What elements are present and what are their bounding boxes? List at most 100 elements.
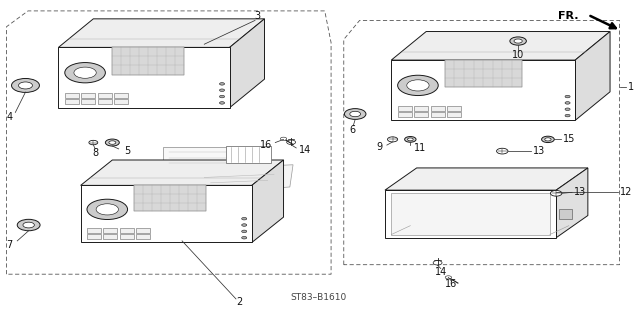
Text: 8: 8: [92, 148, 98, 158]
Bar: [397, 106, 412, 111]
Circle shape: [545, 138, 551, 141]
Bar: [114, 93, 128, 98]
Circle shape: [510, 37, 526, 45]
Circle shape: [241, 230, 247, 233]
Bar: [414, 106, 428, 111]
Text: 9: 9: [376, 142, 382, 152]
Bar: [97, 93, 111, 98]
Bar: [103, 234, 117, 239]
Circle shape: [541, 136, 554, 142]
Circle shape: [220, 89, 225, 92]
Bar: [65, 93, 79, 98]
Circle shape: [87, 199, 127, 220]
Bar: [136, 234, 150, 239]
Circle shape: [220, 102, 225, 104]
Circle shape: [241, 217, 247, 220]
Text: 10: 10: [512, 50, 524, 60]
Bar: [114, 100, 128, 105]
Bar: [120, 234, 134, 239]
Circle shape: [397, 75, 438, 96]
Bar: [414, 112, 428, 117]
Bar: [81, 185, 252, 243]
Circle shape: [565, 108, 570, 110]
Text: 2: 2: [236, 297, 242, 307]
Bar: [97, 100, 111, 105]
Circle shape: [105, 139, 119, 146]
Circle shape: [18, 82, 32, 89]
Text: 4: 4: [6, 112, 13, 122]
Text: FR.: FR.: [558, 11, 578, 21]
Bar: [134, 185, 206, 211]
Text: 14: 14: [434, 267, 447, 277]
Text: ST83–B1610: ST83–B1610: [290, 292, 347, 301]
Bar: [447, 112, 461, 117]
Text: 6: 6: [350, 125, 355, 135]
Circle shape: [287, 140, 296, 144]
Polygon shape: [163, 147, 242, 170]
Bar: [103, 228, 117, 233]
Circle shape: [565, 102, 570, 104]
Polygon shape: [59, 19, 264, 47]
Bar: [391, 60, 575, 120]
Circle shape: [96, 204, 118, 215]
Bar: [111, 47, 183, 75]
Circle shape: [345, 108, 366, 119]
Circle shape: [433, 260, 442, 265]
Polygon shape: [556, 168, 588, 238]
Bar: [431, 112, 445, 117]
Circle shape: [497, 148, 508, 154]
Polygon shape: [385, 168, 588, 190]
Bar: [82, 93, 95, 98]
Circle shape: [11, 78, 39, 92]
Text: 1: 1: [628, 82, 634, 92]
Circle shape: [220, 83, 225, 85]
Bar: [87, 228, 101, 233]
Text: 3: 3: [254, 11, 260, 21]
Bar: [82, 100, 95, 105]
Polygon shape: [229, 19, 264, 108]
Bar: [447, 106, 461, 111]
Circle shape: [220, 95, 225, 98]
Text: 13: 13: [574, 187, 586, 197]
Text: 12: 12: [620, 187, 632, 197]
Bar: [385, 190, 556, 238]
Polygon shape: [252, 160, 283, 243]
Text: 5: 5: [124, 147, 130, 156]
Circle shape: [565, 114, 570, 117]
Bar: [559, 209, 572, 219]
Circle shape: [241, 224, 247, 226]
Circle shape: [408, 138, 413, 141]
Bar: [87, 234, 101, 239]
Circle shape: [241, 236, 247, 239]
Circle shape: [280, 137, 287, 140]
Polygon shape: [575, 32, 610, 120]
Circle shape: [74, 67, 96, 78]
Polygon shape: [182, 165, 293, 195]
Circle shape: [65, 62, 105, 83]
Text: 13: 13: [533, 146, 545, 156]
Bar: [65, 100, 79, 105]
Circle shape: [565, 95, 570, 98]
Bar: [59, 47, 229, 108]
Circle shape: [550, 190, 562, 196]
Circle shape: [404, 137, 416, 142]
Text: 14: 14: [299, 146, 311, 156]
Bar: [445, 60, 522, 87]
Circle shape: [89, 140, 97, 145]
Polygon shape: [81, 160, 283, 185]
Circle shape: [387, 137, 397, 142]
Bar: [431, 106, 445, 111]
Bar: [227, 146, 271, 163]
Polygon shape: [391, 32, 610, 60]
Circle shape: [407, 80, 429, 91]
Bar: [397, 112, 412, 117]
Circle shape: [17, 219, 40, 231]
Circle shape: [109, 141, 116, 144]
Text: 7: 7: [6, 240, 13, 250]
Bar: [391, 193, 550, 235]
Circle shape: [514, 39, 522, 43]
Text: 16: 16: [260, 140, 272, 150]
Circle shape: [23, 222, 34, 228]
Bar: [120, 228, 134, 233]
Circle shape: [445, 276, 452, 279]
